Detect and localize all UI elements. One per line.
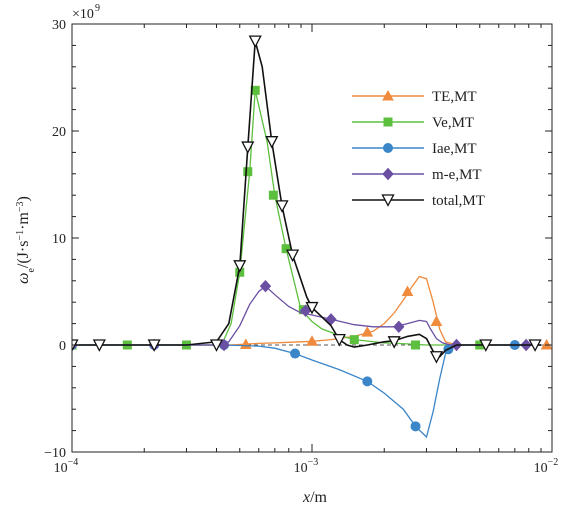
legend-marker [383, 117, 393, 127]
x-tick-label: 10−3 [294, 457, 319, 476]
legend-marker [382, 89, 394, 101]
data-point [248, 35, 262, 49]
legend-marker [383, 143, 393, 153]
data-point [268, 190, 278, 200]
legend-label: Ve,MT [432, 115, 474, 131]
y-axis-exp1: −1 [15, 230, 26, 241]
data-point [387, 336, 401, 349]
data-point [430, 315, 443, 326]
legend-item: Ve,MT [352, 115, 474, 131]
axes-layer: −10 0 10 20 30 10−4 10−3 10−2 [44, 18, 558, 476]
data-point [306, 335, 318, 346]
y-tick-label: 0 [59, 339, 66, 354]
data-point [305, 301, 319, 315]
legend-item: Iae,MT [352, 141, 477, 157]
y-multiplier-exp: 9 [95, 3, 100, 14]
y-tick-label: 10 [52, 232, 66, 247]
legend-marker [382, 167, 394, 181]
data-point [209, 339, 224, 352]
legend-item: TE,MT [352, 89, 477, 105]
y-tick-label: 20 [52, 125, 66, 140]
y-tick-label: 30 [52, 18, 66, 33]
data-point [411, 340, 421, 350]
data-point [349, 335, 359, 345]
legend-item: m-e,MT [352, 167, 482, 183]
data-point [429, 351, 444, 364]
x-tick-label: 10−4 [54, 457, 79, 476]
x-axis-var: x [302, 489, 310, 506]
data-point [299, 304, 312, 318]
data-point [361, 326, 374, 337]
data-point [362, 376, 373, 387]
series-line-3 [72, 285, 541, 346]
data-point [241, 141, 255, 154]
plot-frame [71, 23, 553, 453]
series-line-2 [72, 344, 541, 439]
data-point [332, 333, 346, 347]
data-point [243, 167, 253, 177]
data-point [281, 244, 291, 254]
y-multiplier: ×10 9 [72, 3, 100, 22]
x-axis-unit: /m [310, 489, 327, 506]
y-axis-var: ω [15, 273, 32, 284]
y-axis-sub: e [26, 268, 37, 273]
x-tick-label: 10−2 [534, 457, 559, 476]
series-4 [72, 35, 542, 364]
y-axis-unit-mid: ·m [15, 212, 32, 230]
legend: TE,MT Ve,MT Iae,MT m-e,MT total,MT [352, 89, 485, 209]
data-point [479, 339, 493, 352]
data-point [401, 285, 414, 296]
data-point [410, 421, 421, 432]
y-axis-unit-prefix: /(J·s [15, 241, 32, 269]
y-axis-label: ωe/(J·s−1·m−3) [15, 196, 37, 284]
series-2 [72, 340, 541, 439]
y-multiplier-base: ×10 [72, 7, 94, 22]
legend-label: TE,MT [432, 89, 477, 105]
data-point [92, 339, 106, 352]
y-tick-label: −10 [44, 446, 66, 461]
data-point [290, 348, 301, 359]
y-axis-exp2: −3 [15, 201, 26, 212]
legend-marker [381, 194, 395, 207]
data-point [259, 279, 272, 293]
data-point [275, 200, 289, 213]
legend-label: m-e,MT [432, 167, 482, 183]
data-point [233, 260, 247, 273]
data-point [265, 136, 279, 149]
legend-label: total,MT [432, 193, 485, 209]
plot-layer [72, 35, 552, 439]
data-point [286, 249, 300, 263]
legend-label: Iae,MT [432, 141, 477, 157]
data-point [528, 339, 542, 352]
data-point [147, 339, 161, 352]
x-axis-label: x/m [302, 489, 328, 506]
data-point [393, 320, 405, 334]
y-axis-unit-suffix: ) [15, 196, 32, 201]
legend-item: total,MT [352, 193, 485, 209]
